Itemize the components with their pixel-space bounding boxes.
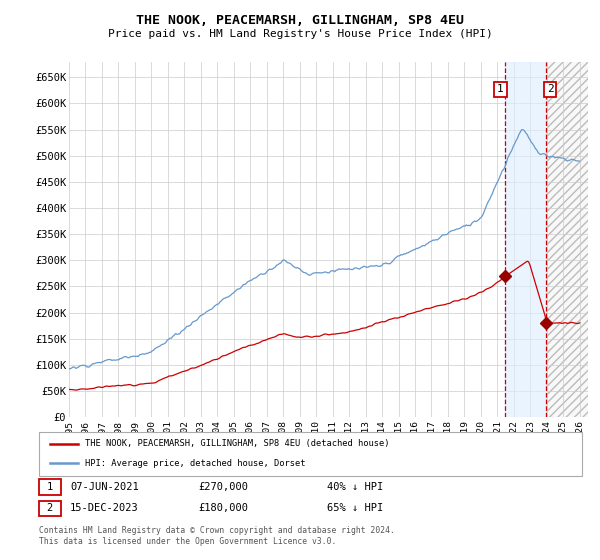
- Text: 40% ↓ HPI: 40% ↓ HPI: [327, 482, 383, 492]
- Bar: [546, 62, 588, 417]
- Text: Price paid vs. HM Land Registry's House Price Index (HPI): Price paid vs. HM Land Registry's House …: [107, 29, 493, 39]
- Text: HPI: Average price, detached house, Dorset: HPI: Average price, detached house, Dors…: [85, 459, 306, 468]
- Bar: [505, 62, 546, 417]
- Text: 07-JUN-2021: 07-JUN-2021: [70, 482, 139, 492]
- Text: 65% ↓ HPI: 65% ↓ HPI: [327, 503, 383, 514]
- Text: £270,000: £270,000: [198, 482, 248, 492]
- Text: 1: 1: [47, 482, 53, 492]
- Text: THE NOOK, PEACEMARSH, GILLINGHAM, SP8 4EU: THE NOOK, PEACEMARSH, GILLINGHAM, SP8 4E…: [136, 14, 464, 27]
- Text: THE NOOK, PEACEMARSH, GILLINGHAM, SP8 4EU (detached house): THE NOOK, PEACEMARSH, GILLINGHAM, SP8 4E…: [85, 439, 390, 448]
- Text: Contains HM Land Registry data © Crown copyright and database right 2024.
This d: Contains HM Land Registry data © Crown c…: [39, 526, 395, 546]
- Text: 2: 2: [547, 85, 554, 94]
- Text: 15-DEC-2023: 15-DEC-2023: [70, 503, 139, 514]
- Text: 1: 1: [497, 85, 504, 94]
- Text: £180,000: £180,000: [198, 503, 248, 514]
- Text: 2: 2: [47, 503, 53, 514]
